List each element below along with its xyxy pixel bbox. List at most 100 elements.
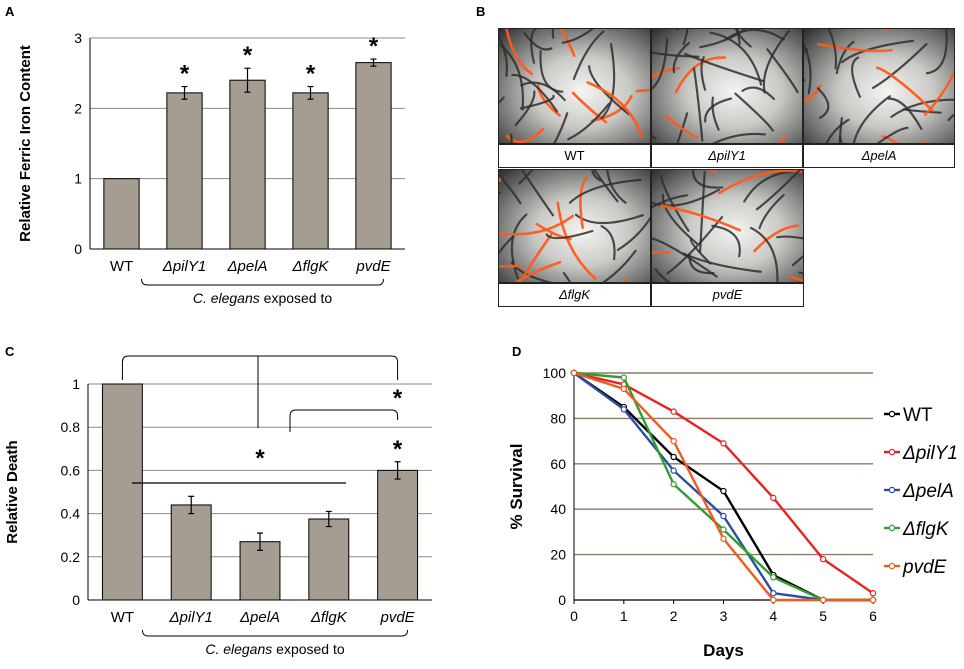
worm [816, 87, 830, 119]
worm [712, 132, 767, 143]
data-point [770, 574, 777, 581]
worm [691, 170, 724, 189]
data-point [869, 589, 877, 597]
worm [711, 224, 741, 258]
worm [567, 102, 611, 141]
y-tick-label: 20 [550, 547, 566, 563]
worm [682, 29, 689, 46]
worm [804, 48, 809, 54]
panel-label-a: A [5, 4, 15, 19]
significance-star: * [180, 61, 190, 88]
worm-image [498, 169, 651, 283]
comparison-bracket [289, 409, 399, 432]
stained-worm [514, 260, 562, 282]
x-tick-label: ΔpelA [239, 609, 280, 626]
data-point [720, 512, 727, 520]
legend-label: ΔpelA [902, 481, 954, 502]
stained-worm [674, 56, 727, 94]
worm [593, 170, 619, 203]
y-tick-label: 3 [74, 30, 82, 46]
data-point [819, 596, 827, 604]
data-point [770, 596, 777, 604]
worm [520, 81, 566, 102]
significance-star: * [393, 385, 403, 412]
stained-worm [499, 214, 575, 236]
x-tick-label: pvdE [379, 609, 415, 626]
image-label: ΔpelA [803, 144, 955, 168]
stained-worm [885, 29, 890, 33]
worm [499, 173, 522, 205]
y-tick-label: 1 [72, 376, 80, 392]
bar [239, 541, 281, 601]
legend-marker [888, 448, 896, 456]
worm [734, 29, 752, 48]
y-tick-label: 0.6 [61, 462, 81, 478]
stained-worm [571, 91, 608, 124]
worm [551, 29, 555, 39]
data-point [720, 526, 727, 533]
worm [518, 170, 534, 185]
worm [572, 30, 605, 81]
stained-worm [778, 135, 787, 143]
stained-worm [559, 29, 576, 58]
stained-worm [924, 70, 954, 116]
chart-d-survival: 0 20 40 60 80 100 0 1 2 3 4 5 6 Days % Survival WT ΔpilY… [507, 365, 958, 660]
stained-worm [505, 127, 545, 143]
data-point [620, 374, 628, 381]
worm [520, 170, 555, 217]
worm [499, 96, 505, 104]
significance-star: * [243, 42, 253, 69]
y-tick-label: 0.4 [61, 506, 81, 522]
worm [499, 35, 508, 78]
data-point [670, 467, 677, 474]
worm [499, 234, 515, 255]
stained-worm [586, 81, 643, 138]
worm [698, 170, 706, 254]
image-label: ΔpilY1 [651, 144, 803, 168]
stained-worm [660, 204, 741, 232]
x-tick-label: WT [110, 258, 133, 275]
worm-image [651, 28, 803, 144]
worm [602, 249, 637, 282]
stained-worm [789, 275, 803, 282]
data-point [770, 494, 777, 502]
bar [292, 92, 329, 250]
legend-label: ΔpilY1 [902, 443, 958, 464]
stained-worm [875, 66, 934, 112]
worm [688, 253, 715, 275]
y-tick-label: 2 [74, 100, 82, 116]
stained-worm [635, 88, 650, 93]
x-tick-label: 5 [819, 608, 827, 624]
stained-worm [499, 264, 521, 268]
x-tick-label: 4 [769, 608, 777, 624]
worm [562, 272, 572, 282]
worm [839, 136, 843, 143]
stained-worm [622, 277, 626, 282]
worm [741, 86, 776, 101]
worm [709, 31, 763, 86]
worm [661, 193, 699, 245]
worm [692, 67, 704, 142]
significance-star: * [306, 61, 316, 88]
image-label: WT [498, 144, 651, 168]
worm-image [651, 169, 804, 283]
worm [499, 43, 525, 111]
stained-worm [881, 135, 899, 143]
worm [654, 268, 671, 282]
data-point [720, 487, 727, 495]
worm [523, 32, 553, 51]
worm [827, 29, 838, 70]
worm [852, 95, 891, 143]
chart-a-ferric-iron: 0 1 2 3 WT * ΔpilY1 * ΔpelA * ΔflgK * pvdE Relative F… [17, 30, 405, 306]
y-axis-label: % Survival [507, 444, 526, 530]
worm [545, 229, 594, 240]
worm [711, 96, 720, 131]
stained-worm [518, 233, 553, 282]
stained-worm [652, 66, 681, 79]
category-bracket [141, 278, 384, 286]
data-point [620, 406, 628, 413]
stained-worm [718, 170, 803, 195]
worm [511, 73, 559, 113]
worm [766, 48, 799, 94]
x-tick-label: 2 [670, 608, 678, 624]
